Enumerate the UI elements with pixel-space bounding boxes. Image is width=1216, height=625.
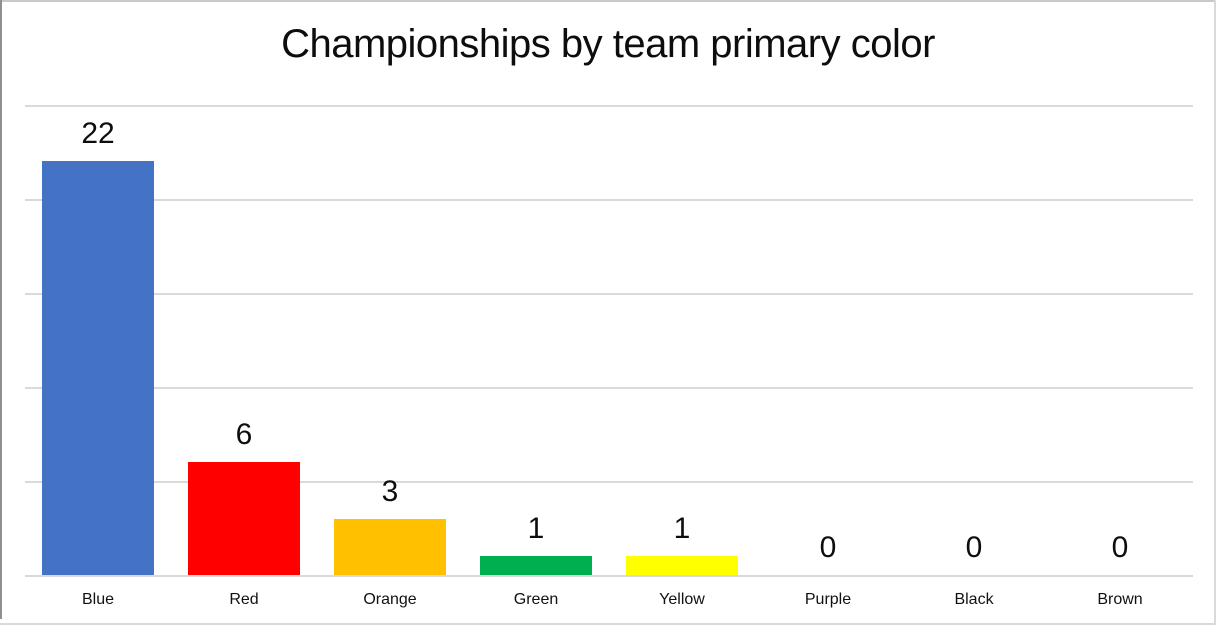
category-label-orange: Orange	[363, 591, 417, 608]
plot-area: 22 Blue 6 Red 3 Orange 1 Green 1 Yellow 0 Purple 0 Bl…	[25, 0, 1193, 625]
value-label-blue: 22	[81, 117, 115, 150]
gridline-5	[25, 481, 1193, 483]
gridline-20	[25, 199, 1193, 201]
category-label-green: Green	[513, 591, 559, 608]
value-label-black: 0	[965, 531, 983, 564]
frame-top-edge	[0, 0, 1216, 2]
value-label-yellow: 1	[673, 512, 691, 545]
frame-right-edge	[1214, 0, 1216, 625]
frame-bottom-edge	[0, 623, 1216, 625]
gridline-15	[25, 293, 1193, 295]
value-label-purple: 0	[819, 531, 837, 564]
bar-blue	[42, 161, 154, 575]
value-label-green: 1	[527, 512, 545, 545]
chart-title: Championships by team primary color	[281, 22, 935, 66]
value-label-brown: 0	[1111, 531, 1129, 564]
category-label-blue: Blue	[81, 591, 115, 608]
bar-red	[188, 462, 300, 575]
category-label-red: Red	[229, 591, 259, 608]
x-axis-line	[25, 575, 1193, 577]
frame-left-edge	[0, 0, 2, 619]
gridline-25	[25, 105, 1193, 107]
category-label-purple: Purple	[804, 591, 852, 608]
bar-orange	[334, 519, 446, 575]
category-label-black: Black	[954, 591, 994, 608]
category-label-brown: Brown	[1097, 591, 1143, 608]
bar-green	[480, 556, 592, 575]
category-label-yellow: Yellow	[659, 591, 705, 608]
gridline-10	[25, 387, 1193, 389]
value-label-orange: 3	[381, 475, 399, 508]
value-label-red: 6	[235, 418, 253, 451]
bar-yellow	[626, 556, 738, 575]
